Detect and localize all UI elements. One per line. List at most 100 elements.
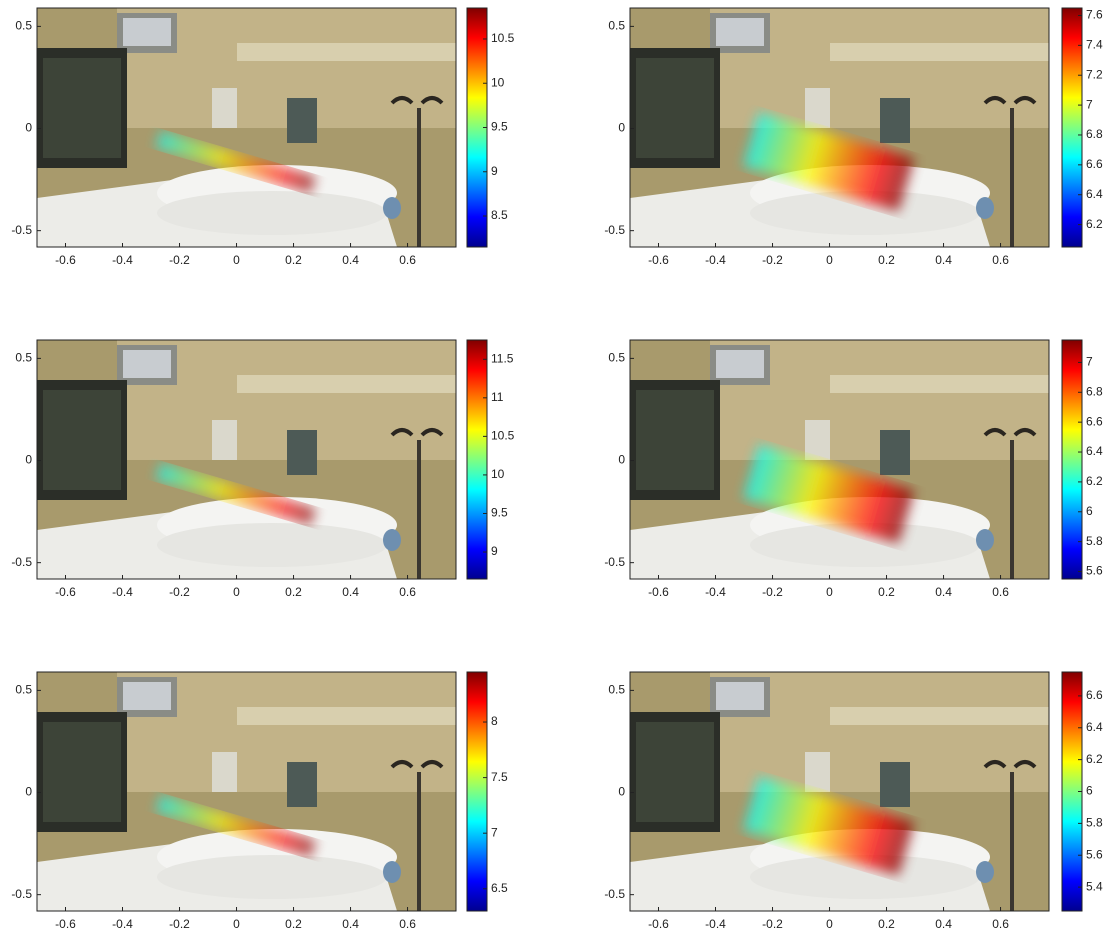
x-tick-label: -0.4 bbox=[705, 917, 726, 931]
x-tick-label: -0.4 bbox=[112, 253, 133, 267]
y-tick-label: 0 bbox=[618, 785, 625, 799]
colorbar-tick-label: 8 bbox=[491, 714, 498, 728]
x-tick-label: -0.2 bbox=[169, 917, 190, 931]
x-tick-label: 0.2 bbox=[285, 585, 302, 599]
x-tick-label: 0 bbox=[233, 253, 240, 267]
x-tick-label: -0.6 bbox=[648, 253, 669, 267]
y-tick-label: 0.5 bbox=[608, 683, 625, 697]
colorbar-tick-label: 7 bbox=[491, 825, 498, 839]
x-tick-label: 0.6 bbox=[399, 585, 416, 599]
photo-background bbox=[630, 340, 1049, 579]
colorbar-tick-label: 10.5 bbox=[491, 31, 515, 45]
x-tick-label: 0 bbox=[826, 585, 833, 599]
colorbar-tick-label: 9 bbox=[491, 544, 498, 558]
colorbar-tick-label: 6.6 bbox=[1086, 414, 1103, 428]
y-tick-label: 0 bbox=[618, 453, 625, 467]
y-tick-label: -0.5 bbox=[604, 223, 625, 237]
photo-background bbox=[630, 672, 1049, 911]
photo-background bbox=[630, 8, 1049, 247]
photo-background bbox=[37, 340, 456, 579]
x-tick-label: -0.6 bbox=[648, 585, 669, 599]
x-tick-label: -0.2 bbox=[762, 917, 783, 931]
y-tick-label: 0 bbox=[25, 121, 32, 135]
colorbar bbox=[1062, 340, 1082, 579]
x-tick-label: -0.6 bbox=[55, 253, 76, 267]
colorbar-tick-label: 6.2 bbox=[1086, 752, 1103, 766]
x-tick-label: 0.6 bbox=[992, 917, 1009, 931]
colorbar-tick-label: 8.5 bbox=[491, 208, 508, 222]
x-tick-label: 0.2 bbox=[878, 917, 895, 931]
panel: -0.6-0.4-0.200.20.40.6-0.500.599.51010.5… bbox=[11, 340, 514, 599]
x-tick-label: 0.2 bbox=[285, 253, 302, 267]
x-tick-label: 0.4 bbox=[342, 253, 359, 267]
colorbar-tick-label: 11.5 bbox=[491, 351, 514, 365]
x-tick-label: 0.2 bbox=[285, 917, 302, 931]
x-tick-label: 0.4 bbox=[935, 253, 952, 267]
x-tick-label: 0.4 bbox=[935, 585, 952, 599]
x-tick-label: 0.2 bbox=[878, 253, 895, 267]
x-tick-label: -0.4 bbox=[705, 585, 726, 599]
y-tick-label: 0.5 bbox=[15, 351, 32, 365]
x-tick-label: 0 bbox=[233, 917, 240, 931]
x-tick-label: 0.6 bbox=[992, 585, 1009, 599]
colorbar-tick-label: 6.8 bbox=[1086, 384, 1103, 398]
y-tick-label: 0.5 bbox=[15, 19, 32, 33]
colorbar-tick-label: 9.5 bbox=[491, 120, 508, 134]
colorbar-tick-label: 7.5 bbox=[491, 770, 508, 784]
colorbar-tick-label: 5.6 bbox=[1086, 847, 1103, 861]
x-tick-label: -0.4 bbox=[705, 253, 726, 267]
panel: -0.6-0.4-0.200.20.40.6-0.500.55.45.65.86… bbox=[604, 672, 1103, 931]
colorbar-tick-label: 10 bbox=[491, 75, 505, 89]
x-tick-label: 0 bbox=[233, 585, 240, 599]
y-tick-label: 0.5 bbox=[15, 683, 32, 697]
colorbar-tick-label: 9.5 bbox=[491, 506, 508, 520]
y-tick-label: -0.5 bbox=[604, 887, 625, 901]
colorbar bbox=[467, 672, 487, 911]
colorbar-tick-label: 10 bbox=[491, 467, 505, 481]
x-tick-label: 0.4 bbox=[935, 917, 952, 931]
y-tick-label: -0.5 bbox=[11, 887, 32, 901]
x-tick-label: -0.6 bbox=[55, 917, 76, 931]
x-tick-label: -0.2 bbox=[169, 585, 190, 599]
x-tick-label: -0.6 bbox=[648, 917, 669, 931]
x-tick-label: -0.2 bbox=[169, 253, 190, 267]
x-tick-label: 0.4 bbox=[342, 585, 359, 599]
colorbar-tick-label: 6.6 bbox=[1086, 157, 1103, 171]
y-tick-label: 0.5 bbox=[608, 19, 625, 33]
x-tick-label: 0.2 bbox=[878, 585, 895, 599]
photo-background bbox=[37, 672, 456, 911]
panel: -0.6-0.4-0.200.20.40.6-0.500.55.65.866.2… bbox=[604, 340, 1103, 599]
colorbar-tick-label: 6.4 bbox=[1086, 187, 1103, 201]
x-tick-label: 0.6 bbox=[399, 917, 416, 931]
figure: -0.6 -0.4 -0.2 0 0.2 0.4 0.6 -0.5 0 0.5 8.5 9 9.5 10 1… bbox=[0, 0, 1116, 936]
colorbar-tick-label: 6.5 bbox=[491, 881, 508, 895]
colorbar-tick-label: 5.6 bbox=[1086, 564, 1103, 578]
colorbar-tick-label: 9 bbox=[491, 164, 498, 178]
x-tick-label: -0.4 bbox=[112, 585, 133, 599]
y-tick-label: 0 bbox=[618, 121, 625, 135]
colorbar-tick-label: 5.8 bbox=[1086, 816, 1103, 830]
colorbar-tick-label: 7.2 bbox=[1086, 67, 1103, 81]
colorbar-tick-label: 11 bbox=[491, 390, 504, 404]
x-tick-label: -0.4 bbox=[112, 917, 133, 931]
colorbar-tick-label: 7 bbox=[1086, 355, 1093, 369]
colorbar bbox=[1062, 8, 1082, 247]
y-tick-label: 0 bbox=[25, 453, 32, 467]
y-tick-label: -0.5 bbox=[11, 223, 32, 237]
colorbar-tick-label: 6.8 bbox=[1086, 127, 1103, 141]
x-tick-label: -0.6 bbox=[55, 585, 76, 599]
x-tick-label: -0.2 bbox=[762, 585, 783, 599]
colorbar-tick-label: 6.6 bbox=[1086, 688, 1103, 702]
colorbar-tick-label: 6 bbox=[1086, 504, 1093, 518]
colorbar-tick-label: 7.4 bbox=[1086, 38, 1103, 52]
x-tick-label: 0.6 bbox=[399, 253, 416, 267]
colorbar-tick-label: 6.2 bbox=[1086, 217, 1103, 231]
y-tick-label: 0.5 bbox=[608, 351, 625, 365]
y-tick-label: 0 bbox=[25, 785, 32, 799]
colorbar-tick-label: 6.4 bbox=[1086, 444, 1103, 458]
x-tick-label: 0.6 bbox=[992, 253, 1009, 267]
colorbar-tick-label: 5.8 bbox=[1086, 534, 1103, 548]
photo-background bbox=[37, 8, 456, 247]
